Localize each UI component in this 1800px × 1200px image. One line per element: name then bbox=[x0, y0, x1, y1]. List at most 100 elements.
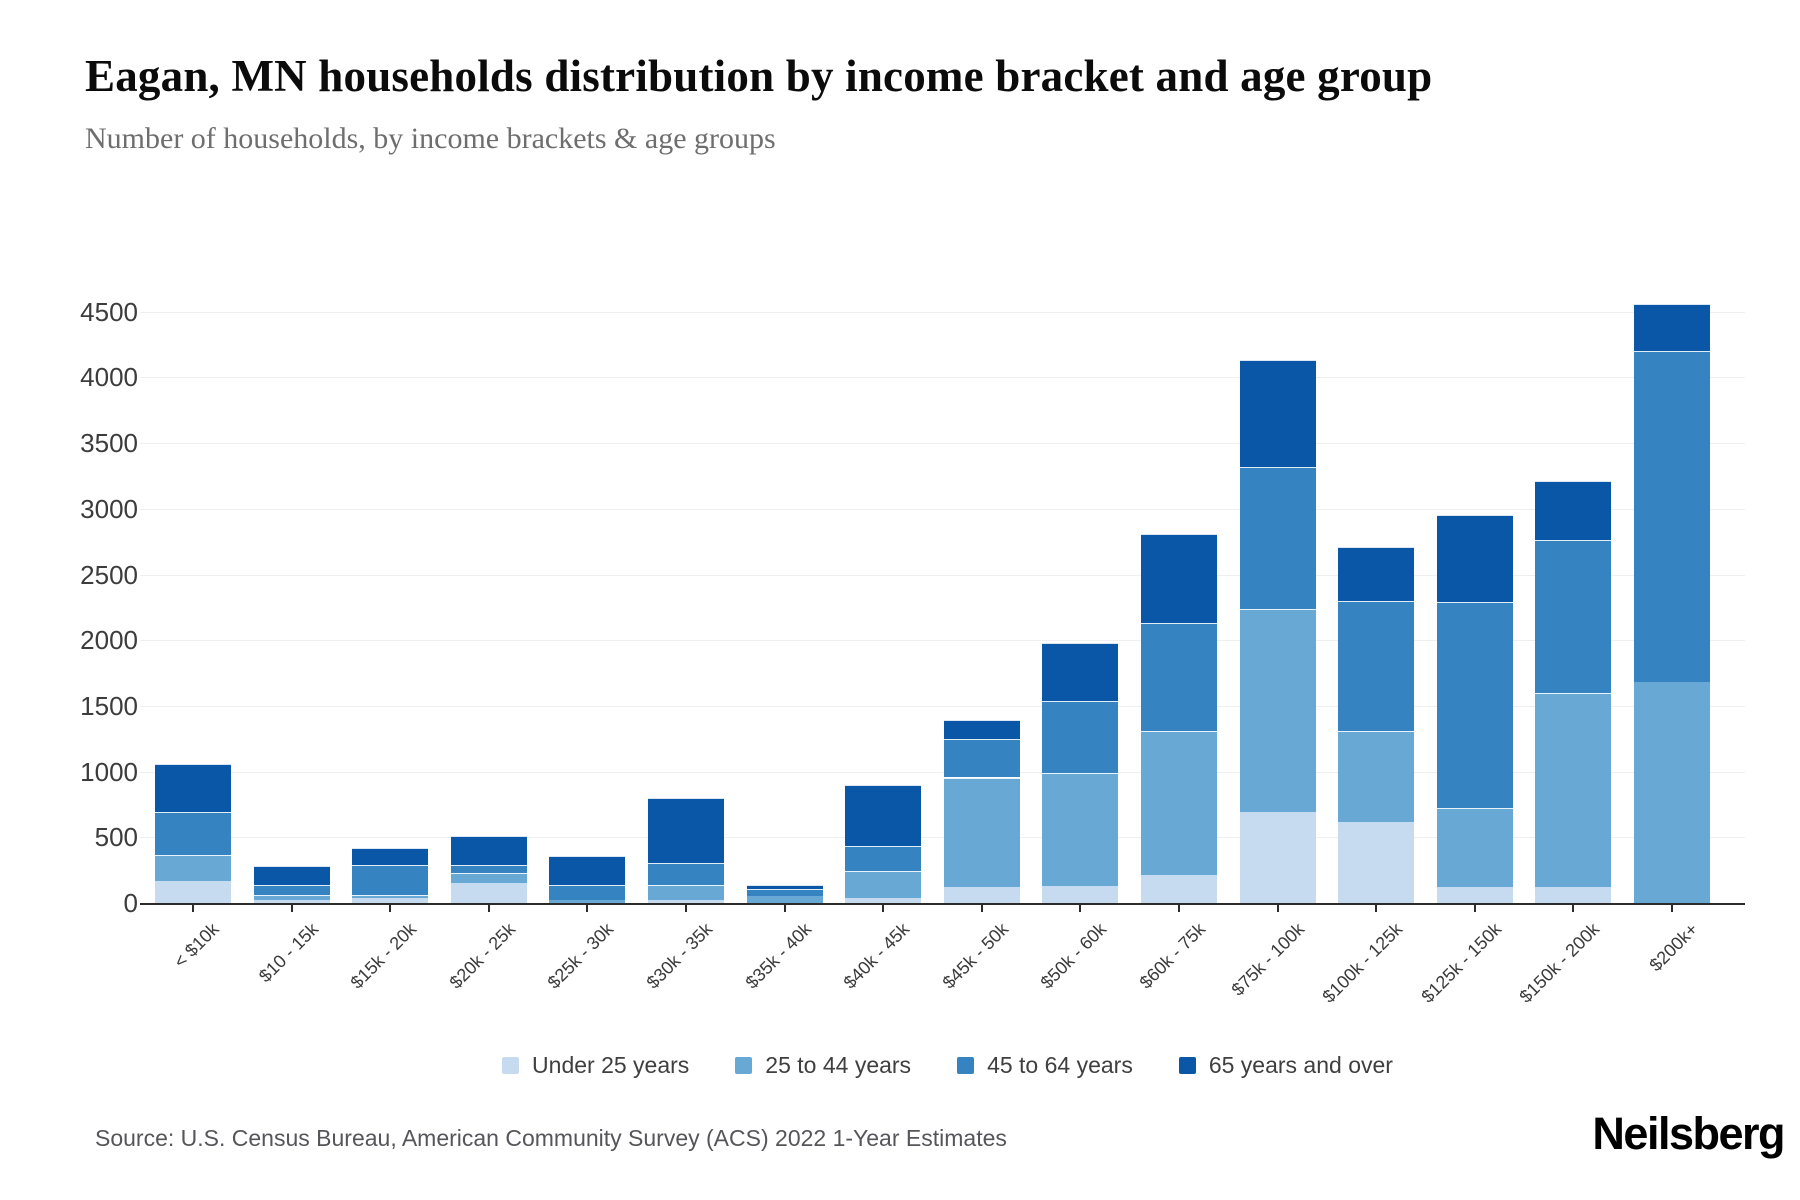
bar-segment-65-years-and-over[interactable] bbox=[155, 763, 231, 812]
x-axis-tick-label: $100k - 125k bbox=[1318, 919, 1407, 1007]
bar-segment-25-to-44-years[interactable] bbox=[155, 855, 231, 882]
chart-title: Eagan, MN households distribution by inc… bbox=[85, 51, 1433, 101]
source-note: Source: U.S. Census Bureau, American Com… bbox=[95, 1125, 1007, 1151]
bar-segment-65-years-and-over[interactable] bbox=[1634, 303, 1710, 352]
bar-segment-25-to-44-years[interactable] bbox=[746, 895, 823, 903]
legend-item-45-to-64-years[interactable]: 45 to 64 years bbox=[957, 1052, 1133, 1079]
bar-segment-25-to-44-years[interactable] bbox=[450, 872, 527, 884]
bar-segment-65-years-and-over[interactable] bbox=[253, 866, 330, 885]
bar-segment-under-25-years[interactable] bbox=[1535, 887, 1612, 903]
legend-swatch-icon bbox=[735, 1057, 753, 1074]
y-axis-tick-label: 0 bbox=[123, 888, 138, 918]
bar-segment-45-to-64-years[interactable] bbox=[845, 845, 922, 871]
bar-segment-25-to-44-years[interactable] bbox=[352, 895, 429, 898]
bar-segment-25-to-44-years[interactable] bbox=[549, 900, 626, 903]
bar-segment-25-to-44-years[interactable] bbox=[1436, 808, 1513, 888]
bar-segment-45-to-64-years[interactable] bbox=[1436, 602, 1513, 809]
bar-segment-25-to-44-years[interactable] bbox=[845, 870, 922, 898]
bar-segment-45-to-64-years[interactable] bbox=[549, 884, 626, 901]
chart-subtitle: Number of households, by income brackets… bbox=[85, 122, 776, 155]
x-axis-tick bbox=[1276, 905, 1279, 912]
x-axis-tick bbox=[1572, 905, 1575, 912]
bar-segment-25-to-44-years[interactable] bbox=[1239, 608, 1316, 813]
bar-segment-45-to-64-years[interactable] bbox=[746, 888, 823, 896]
bar-segment-45-to-64-years[interactable] bbox=[1338, 600, 1415, 731]
y-axis-tick-label: 3000 bbox=[80, 493, 138, 524]
x-axis-tick-label: $60k - 75k bbox=[1135, 919, 1210, 993]
x-axis-tick-label: $25k - 30k bbox=[543, 919, 618, 993]
x-axis-tick-label: $30k - 35k bbox=[642, 919, 717, 993]
bar-segment-45-to-64-years[interactable] bbox=[1535, 540, 1612, 693]
x-axis-tick-label: < $10k bbox=[170, 919, 224, 972]
x-axis-tick-label: $20k - 25k bbox=[445, 919, 519, 993]
x-axis-tick-label: $200k+ bbox=[1645, 919, 1703, 976]
x-axis-tick bbox=[882, 905, 885, 912]
bar-segment-25-to-44-years[interactable] bbox=[1634, 682, 1710, 903]
x-axis-line bbox=[140, 903, 1745, 905]
bar-segment-65-years-and-over[interactable] bbox=[1141, 533, 1217, 624]
bar-segment-under-25-years[interactable] bbox=[450, 883, 527, 903]
x-axis-tick bbox=[685, 905, 687, 912]
x-axis-tick-label: $35k - 40k bbox=[741, 919, 815, 993]
legend-item-under-25-years[interactable]: Under 25 years bbox=[502, 1052, 689, 1079]
bar-segment-25-to-44-years[interactable] bbox=[1042, 772, 1119, 886]
bar-segment-25-to-44-years[interactable] bbox=[943, 777, 1020, 888]
bar-segment-65-years-and-over[interactable] bbox=[549, 856, 626, 885]
bar-segment-under-25-years[interactable] bbox=[648, 899, 724, 903]
brand-logo: Neilsberg bbox=[1592, 1108, 1785, 1159]
bar-segment-65-years-and-over[interactable] bbox=[648, 797, 724, 863]
bar-segment-65-years-and-over[interactable] bbox=[450, 836, 527, 865]
bar-segment-45-to-64-years[interactable] bbox=[1141, 623, 1217, 731]
bar-segment-45-to-64-years[interactable] bbox=[450, 864, 527, 873]
bar-segment-under-25-years[interactable] bbox=[845, 897, 922, 903]
bar-segment-under-25-years[interactable] bbox=[253, 899, 330, 903]
bar-segment-under-25-years[interactable] bbox=[1042, 885, 1119, 903]
x-axis-tick-label: $75k - 100k bbox=[1227, 919, 1308, 1000]
y-axis-tick-label: 4000 bbox=[80, 362, 138, 393]
bar-segment-65-years-and-over[interactable] bbox=[943, 719, 1020, 740]
legend-label: 65 years and over bbox=[1208, 1052, 1393, 1078]
legend-swatch-icon bbox=[1178, 1057, 1196, 1074]
bar-segment-under-25-years[interactable] bbox=[1436, 887, 1513, 903]
bar-segment-45-to-64-years[interactable] bbox=[1634, 351, 1710, 683]
y-axis-tick-label: 500 bbox=[94, 822, 138, 853]
legend-item-65-years-and-over[interactable]: 65 years and over bbox=[1178, 1052, 1393, 1079]
bar-segment-65-years-and-over[interactable] bbox=[746, 885, 823, 889]
bar-segment-45-to-64-years[interactable] bbox=[648, 862, 724, 885]
bar-segment-25-to-44-years[interactable] bbox=[648, 884, 724, 900]
bar-segment-65-years-and-over[interactable] bbox=[1535, 481, 1612, 541]
x-axis-tick-label: $45k - 50k bbox=[938, 919, 1012, 993]
bar-segment-45-to-64-years[interactable] bbox=[155, 811, 231, 856]
bar-segment-under-25-years[interactable] bbox=[1338, 821, 1415, 903]
x-axis-tick bbox=[586, 905, 589, 912]
legend-label: 25 to 44 years bbox=[765, 1052, 912, 1078]
bar-segment-65-years-and-over[interactable] bbox=[1239, 360, 1316, 467]
bar-segment-45-to-64-years[interactable] bbox=[943, 739, 1020, 778]
bar-segment-65-years-and-over[interactable] bbox=[1042, 642, 1119, 702]
bar-segment-65-years-and-over[interactable] bbox=[352, 847, 429, 865]
bar-segment-under-25-years[interactable] bbox=[1239, 812, 1316, 903]
bar-segment-under-25-years[interactable] bbox=[352, 897, 429, 903]
bar-segment-25-to-44-years[interactable] bbox=[1141, 730, 1217, 876]
bar-segment-65-years-and-over[interactable] bbox=[1338, 546, 1415, 601]
legend-item-25-to-44-years[interactable]: 25 to 44 years bbox=[735, 1052, 911, 1079]
bar-segment-65-years-and-over[interactable] bbox=[1436, 515, 1513, 603]
bar-segment-45-to-64-years[interactable] bbox=[1042, 701, 1119, 773]
x-axis-tick bbox=[1671, 905, 1673, 912]
bar-segment-25-to-44-years[interactable] bbox=[1535, 692, 1612, 888]
bar-segment-65-years-and-over[interactable] bbox=[845, 784, 922, 846]
bar-segment-under-25-years[interactable] bbox=[1141, 875, 1217, 903]
legend-swatch-icon bbox=[502, 1057, 520, 1074]
bar-segment-under-25-years[interactable] bbox=[943, 887, 1020, 903]
bar-segment-under-25-years[interactable] bbox=[155, 881, 231, 903]
x-axis-tick bbox=[783, 905, 786, 912]
bar-segment-45-to-64-years[interactable] bbox=[1239, 466, 1316, 609]
gridline-y-4000 bbox=[140, 377, 1745, 379]
x-axis-tick-label: $50k - 60k bbox=[1036, 919, 1111, 993]
bar-segment-25-to-44-years[interactable] bbox=[253, 895, 330, 900]
bar-segment-45-to-64-years[interactable] bbox=[352, 864, 429, 896]
bar-segment-25-to-44-years[interactable] bbox=[1338, 730, 1415, 822]
bar-segment-45-to-64-years[interactable] bbox=[253, 884, 330, 896]
y-axis-tick-label: 4500 bbox=[80, 296, 138, 327]
x-axis-tick bbox=[290, 905, 293, 912]
